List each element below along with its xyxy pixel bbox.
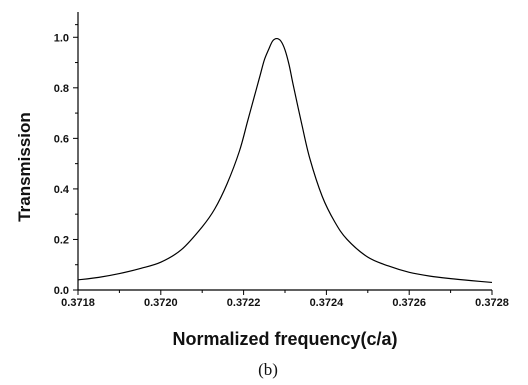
y-axis-title: Transmission <box>15 112 34 222</box>
y-tick-label: 0.8 <box>54 83 69 95</box>
figure-caption: (b) <box>258 360 278 379</box>
y-tick-label: 1.0 <box>54 32 69 44</box>
x-tick-label: 0.3722 <box>227 297 261 309</box>
axes <box>77 12 492 291</box>
transmission-curve <box>77 37 493 284</box>
x-tick-label: 0.3724 <box>310 297 345 309</box>
x-tick-label: 0.3726 <box>392 297 426 309</box>
y-tick-label: 0.0 <box>54 285 69 297</box>
x-tick-label: 0.3728 <box>475 297 509 309</box>
x-tick-label: 0.3720 <box>144 297 178 309</box>
x-axis-title: Normalized frequency(c/a) <box>172 329 397 349</box>
y-tick-label: 0.6 <box>54 133 69 145</box>
y-tick-label: 0.2 <box>54 234 69 246</box>
x-ticks: 0.3718 0.3720 0.3722 0.3724 0.3726 0.3728 <box>61 290 509 309</box>
x-tick-label: 0.3718 <box>61 297 95 309</box>
y-tick-label: 0.4 <box>54 184 70 196</box>
y-ticks: 0.0 0.2 0.4 0.6 0.8 1.0 <box>54 24 78 297</box>
